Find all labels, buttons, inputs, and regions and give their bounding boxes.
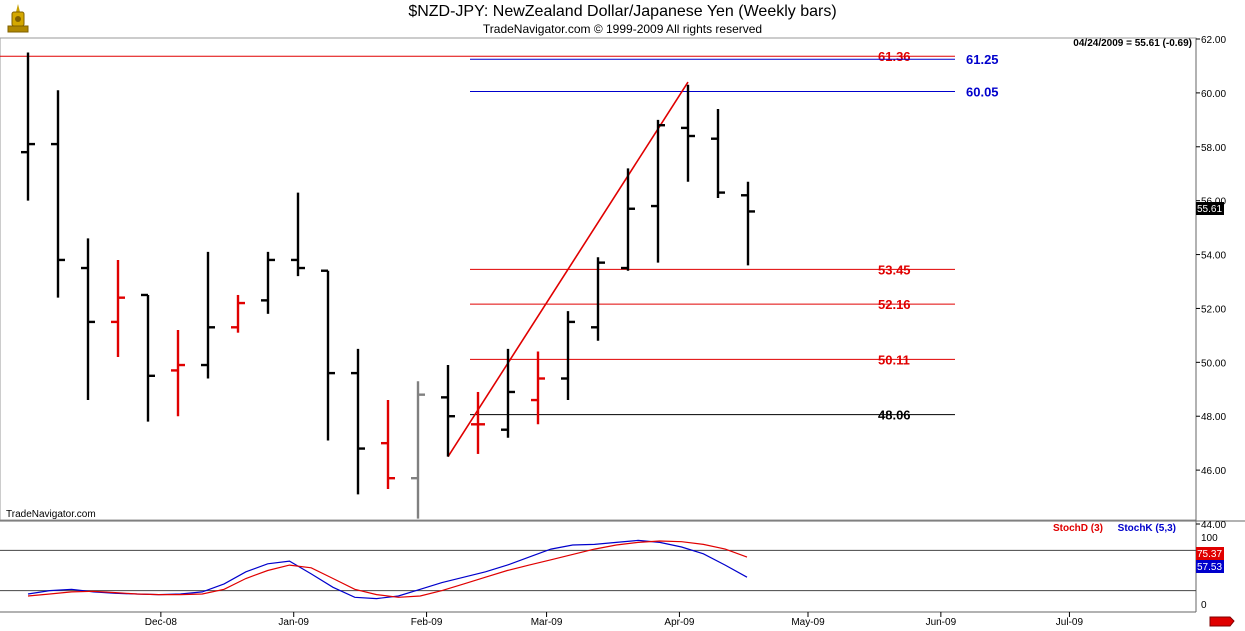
stochk-line: [27, 539, 748, 600]
trend-line: [447, 81, 689, 458]
level-label: 48.06: [878, 408, 911, 423]
price-axis: 44.0046.0048.0050.0052.0054.0056.0058.00…: [1196, 35, 1226, 531]
x-tick-label: Dec-08: [145, 617, 178, 628]
ohlc-bar: [231, 294, 245, 333]
last-price-info: 04/24/2009 = 55.61 (-0.69): [1073, 38, 1192, 49]
stochastic-panel: 0 100: [0, 533, 1218, 611]
y-tick-label: 54.00: [1201, 251, 1226, 262]
tradenavigator-logo: [4, 2, 32, 41]
ohlc-bar: [411, 381, 425, 519]
watermark-text: TradeNavigator.com: [6, 509, 96, 520]
stochk-value-box: [1196, 560, 1224, 573]
ohlc-bar: [531, 351, 545, 425]
last-value-box: [1196, 202, 1224, 215]
ohlc-bar: [591, 257, 605, 341]
ohlc-bar: [321, 269, 335, 441]
stochd-legend: StochD (3): [1053, 523, 1103, 534]
time-axis: Dec-08 Jan-09 Feb-09 Mar-09 Apr-09 May-09 Jun-…: [145, 612, 1084, 628]
trendline-layer: [447, 81, 689, 458]
stochd-value-label: 75.37: [1197, 549, 1222, 560]
x-tick-label: Apr-09: [664, 617, 694, 628]
stochk-value-label: 57.53: [1197, 562, 1222, 573]
x-tick-label: Feb-09: [411, 617, 443, 628]
ohlc-bar: [651, 119, 665, 263]
stoch-tick-label: 100: [1201, 533, 1218, 544]
ohlc-bar: [261, 251, 275, 314]
price-bars: [21, 52, 755, 519]
y-tick-label: 44.00: [1201, 520, 1226, 531]
y-tick-label: 62.00: [1201, 35, 1226, 46]
y-tick-label: 58.00: [1201, 143, 1226, 154]
price-levels: 61.36 61.25 60.05 53.45 52.16 50.11 48.06: [0, 49, 999, 423]
y-tick-label: 50.00: [1201, 358, 1226, 369]
level-label: 53.45: [878, 262, 911, 277]
y-tick-label: 48.00: [1201, 412, 1226, 423]
level-label: 50.11: [878, 352, 910, 367]
x-tick-label: May-09: [791, 617, 825, 628]
ohlc-bar: [171, 330, 185, 417]
ohlc-bar: [741, 181, 755, 266]
stochk-legend: StochK (5,3): [1118, 523, 1176, 534]
ohlc-bar: [561, 311, 575, 401]
ohlc-bar: [501, 348, 515, 438]
ohlc-bar: [441, 365, 455, 457]
ohlc-bar: [621, 168, 635, 271]
copyright-line: TradeNavigator.com © 1999-2009 All right…: [482, 22, 763, 36]
x-tick-label: Mar-09: [531, 617, 563, 628]
level-label: 52.16: [878, 297, 911, 312]
ohlc-bar: [21, 52, 35, 201]
stoch-tick-label: 0: [1201, 600, 1207, 611]
chart-header: $NZD-JPY: NewZealand Dollar/Japanese Yen…: [0, 0, 1245, 38]
x-tick-label: Jan-09: [278, 617, 309, 628]
x-tick-label: Jun-09: [926, 617, 957, 628]
ohlc-bar: [81, 238, 95, 401]
stochd-value-box: [1196, 547, 1224, 560]
y-tick-label: 46.00: [1201, 466, 1226, 477]
ohlc-bar: [681, 84, 695, 182]
y-tick-label: 60.00: [1201, 89, 1226, 100]
stochd-line: [27, 540, 748, 598]
ohlc-bar: [141, 293, 155, 422]
level-label: 60.05: [966, 85, 999, 100]
ohlc-bar: [291, 192, 305, 277]
ohlc-bar: [51, 90, 65, 298]
ohlc-bar: [381, 400, 395, 489]
ohlc-bar: [471, 391, 485, 454]
ohlc-bar: [351, 348, 365, 495]
x-tick-label: Jul-09: [1056, 617, 1084, 628]
level-label: 61.25: [966, 52, 999, 67]
scroll-right-arrow-icon[interactable]: [1209, 616, 1235, 627]
ohlc-bar: [111, 259, 125, 357]
ohlc-bar: [201, 251, 215, 379]
ohlc-bar: [711, 109, 725, 198]
last-value-label: 55.61: [1197, 204, 1222, 215]
y-tick-label: 52.00: [1201, 304, 1226, 315]
chart-title: $NZD-JPY: NewZealand Dollar/Japanese Yen…: [408, 3, 837, 20]
level-label: 61.36: [878, 49, 911, 64]
